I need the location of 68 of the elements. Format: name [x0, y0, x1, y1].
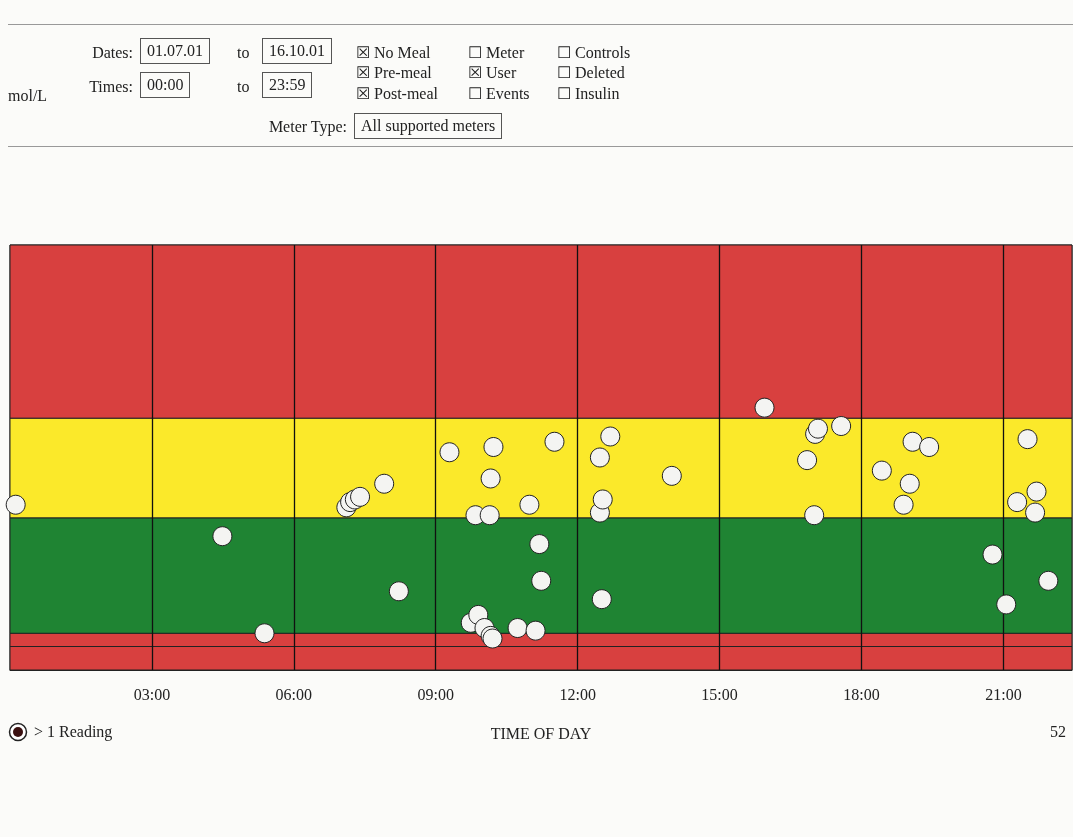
x-tick-label: 18:00: [843, 685, 880, 703]
point: [1007, 492, 1028, 513]
text: > 1 Reading: [34, 722, 113, 742]
text: Times:: [89, 77, 133, 97]
x-tick-label: 03:00: [133, 685, 171, 703]
x-tick-label: 06:00: [275, 685, 313, 703]
point: [212, 526, 233, 547]
text: All supported meters: [354, 113, 503, 139]
point: [1038, 570, 1059, 591]
x-tick-label: 09:00: [417, 685, 454, 703]
point: [5, 494, 26, 515]
point: [591, 589, 612, 610]
point: [902, 431, 923, 452]
point: [479, 505, 500, 526]
point: [831, 416, 852, 437]
point: [592, 489, 613, 510]
text: ☐ Deleted: [557, 63, 625, 83]
point: [919, 437, 940, 457]
text: ☐ Insulin: [557, 84, 620, 104]
point: [899, 473, 920, 494]
text: 16.10.01: [262, 38, 332, 64]
point: [797, 450, 818, 471]
text: 23:59: [262, 72, 313, 98]
point: [544, 431, 565, 452]
point: [1026, 481, 1047, 502]
text: 00:00: [140, 72, 191, 98]
point: [374, 473, 395, 494]
point: [893, 494, 914, 515]
point: [254, 623, 275, 644]
point: [982, 544, 1003, 565]
x-tick-label: 21:00: [985, 685, 1022, 703]
text: ☒ No Meal: [356, 43, 431, 63]
text: to: [237, 77, 250, 97]
point: [754, 397, 775, 418]
point: [1025, 502, 1046, 523]
point: [519, 494, 540, 515]
x-axis-title: TIME OF DAY: [490, 724, 592, 742]
point: [871, 460, 892, 481]
x-tick-label: 12:00: [559, 685, 596, 703]
point: [480, 468, 501, 489]
text: ☐ Meter: [468, 43, 525, 63]
point: [529, 534, 550, 555]
point: [661, 465, 682, 486]
x-tick-label: 15:00: [701, 685, 738, 703]
text: Meter Type:: [268, 117, 347, 137]
text: ☒ Pre-meal: [356, 63, 432, 83]
point: [388, 581, 409, 602]
point: [589, 447, 610, 468]
text: ☐ Controls: [557, 43, 631, 63]
point: [804, 505, 825, 526]
text: 01.07.01: [140, 38, 210, 64]
point: [350, 486, 371, 507]
text: ☐ Events: [468, 84, 530, 104]
text: ☒ Post-meal: [356, 84, 438, 104]
point: [439, 442, 460, 463]
text: to: [237, 43, 250, 63]
point: [483, 437, 504, 457]
point: [600, 426, 621, 447]
point: [531, 570, 552, 591]
point: [525, 620, 546, 641]
point: [996, 594, 1017, 615]
point: [507, 618, 528, 639]
text: mol/L: [8, 86, 48, 106]
text: ☒ User: [468, 63, 517, 83]
text: 52: [1050, 722, 1066, 742]
text: Dates:: [92, 43, 133, 63]
point: [807, 418, 828, 439]
point: [1017, 429, 1038, 450]
